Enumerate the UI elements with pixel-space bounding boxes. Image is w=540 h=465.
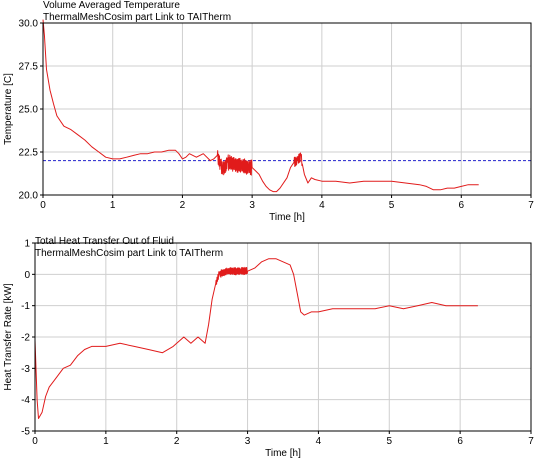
x-tick-label: 0 [32,436,38,447]
x-tick-label: 6 [459,200,465,211]
x-tick-label: 7 [528,200,534,211]
y-tick-label: 27.5 [19,62,39,73]
x-tick-label: 1 [110,200,116,211]
y-axis-label: Heat Transfer Rate [kW] [3,283,14,390]
chart-subtitle: ThermalMeshCosim part Link to TAITherm [43,12,231,23]
chart-title: Total Heat Transfer Out of Fluid [35,236,174,247]
y-axis-label: Temperature [C] [3,73,14,145]
y-tick-label: 0 [24,270,30,281]
y-tick-label: 20.0 [19,191,39,202]
y-tick-label: 22.5 [19,148,39,159]
y-tick-label: -4 [21,395,30,406]
x-tick-label: 3 [249,200,255,211]
x-tick-label: 3 [245,436,251,447]
series-line-1 [42,19,479,193]
series-line-1 [34,258,478,419]
chart-subtitle: ThermalMeshCosim part Link to TAITherm [35,248,223,259]
x-tick-label: 4 [319,200,325,211]
x-tick-label: 2 [174,436,180,447]
x-tick-label: 5 [389,200,395,211]
y-tick-label: 30.0 [19,19,39,30]
y-tick-label: -1 [21,301,30,312]
x-tick-label: 4 [316,436,322,447]
chart-2: 0 1 2 3 4 5 6 7 -5 -4 -3 -2 -1 0 1 Total Heat Transfer … [3,236,534,459]
chart-1: 0 1 2 3 4 5 6 7 20.0 22.5 25.0 27.5 30.0 Volume Avera… [3,0,534,223]
x-axis-label: Time [h] [265,448,301,459]
y-tick-label: 1 [24,239,30,250]
y-tick-label: 25.0 [19,105,39,116]
x-tick-label: 2 [180,200,186,211]
chart-title: Volume Averaged Temperature [43,0,180,11]
x-tick-label: 1 [103,436,109,447]
y-tick-label: -5 [21,427,30,438]
y-tick-label: -3 [21,364,30,375]
x-tick-label: 5 [387,436,393,447]
x-tick-label: 0 [40,200,46,211]
y-tick-label: -2 [21,333,30,344]
x-tick-label: 7 [528,436,534,447]
x-axis-label: Time [h] [269,212,305,223]
x-tick-label: 6 [457,436,463,447]
